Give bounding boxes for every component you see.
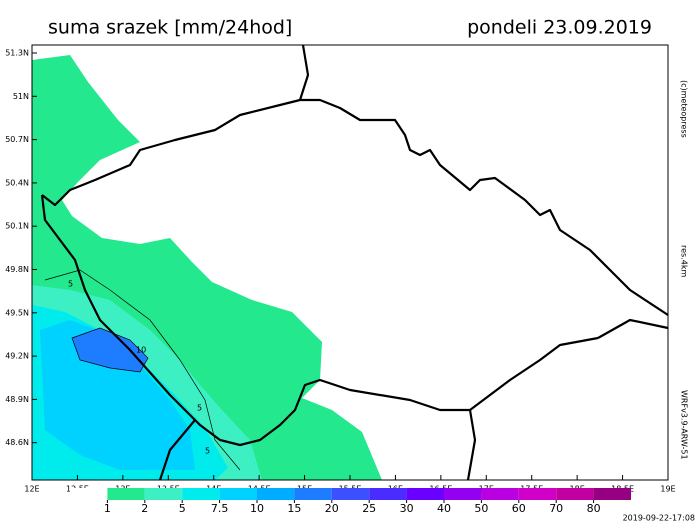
colorbar-label: 7.5: [211, 502, 229, 515]
copyright: (c)meteopress: [680, 80, 689, 138]
y-tick-label: 48.9N: [5, 395, 29, 404]
colorbar-box: [144, 488, 183, 500]
colorbar-box: [219, 488, 257, 500]
colorbar-label: 1: [104, 502, 111, 515]
colorbar-box: [444, 488, 482, 500]
colorbar-label: 15: [287, 502, 301, 515]
contour-labels: 5 10 5 5: [68, 280, 210, 456]
timestamp: 2019-09-22-17:08: [623, 514, 695, 523]
y-tick-label: 50.7N: [5, 135, 29, 144]
country-border: [40, 194, 599, 447]
contour-label: 10: [136, 346, 146, 355]
country-border: [298, 44, 310, 101]
colorbar-box: [481, 488, 519, 500]
y-axis: 51.3N 51N 50.7N 50.4N 50.1N 49.8N 49.5N 49.2N 48…: [5, 49, 37, 447]
contour-line: [44, 269, 241, 471]
y-tick-label: 48.6N: [5, 438, 29, 447]
resolution: res.4km: [680, 245, 689, 277]
colorbar-box: [70, 488, 108, 500]
contour-label: 5: [68, 280, 73, 289]
colorbar-label: 5: [179, 502, 186, 515]
colorbar-label: 80: [587, 502, 601, 515]
y-tick-label: 49.8N: [5, 265, 29, 274]
map-date: pondeli 23.09.2019: [467, 17, 652, 39]
colorbar-label: 25: [362, 502, 376, 515]
colorbar-box: [593, 488, 631, 500]
x-tick-label: 12E: [24, 485, 39, 494]
contour-label: 5: [205, 447, 210, 456]
colorbar-box: [182, 488, 220, 500]
colorbar-label: 50: [474, 502, 488, 515]
y-tick-label: 50.1N: [5, 222, 29, 231]
y-tick-label: 50.4N: [5, 178, 29, 187]
colorbar-box: [369, 488, 407, 500]
colorbar-box: [294, 488, 332, 500]
colorbar-label: 10: [250, 502, 264, 515]
colorbar-label: 60: [512, 502, 526, 515]
colorbar-box: [331, 488, 370, 500]
country-border: [41, 98, 669, 316]
contour-label: 5: [197, 404, 202, 413]
colorbar-label: 20: [325, 502, 339, 515]
precip-fields: [32, 55, 382, 480]
x-tick-label: 19E: [660, 485, 675, 494]
colorbar: 1 2 5 7.5 10 15 20 25 30 40 50 60 70 80: [70, 488, 631, 515]
colorbar-box: [257, 488, 295, 500]
colorbar-box: [107, 488, 145, 500]
precip-field-5: [72, 328, 148, 372]
model-name: WRFv3.9-ARW-51: [680, 390, 689, 460]
country-border: [597, 318, 669, 339]
y-tick-label: 49.5N: [5, 308, 29, 317]
colorbar-box: [518, 488, 557, 500]
colorbar-label: 70: [549, 502, 563, 515]
country-border: [158, 419, 196, 481]
colorbar-box: [556, 488, 594, 500]
y-tick-label: 49.2N: [5, 352, 29, 361]
colorbar-box: [406, 488, 444, 500]
colorbar-label: 2: [141, 502, 148, 515]
colorbar-label: 30: [400, 502, 414, 515]
y-tick-label: 51N: [13, 92, 29, 101]
borders: [40, 44, 669, 481]
colorbar-label: 40: [437, 502, 451, 515]
country-border: [466, 409, 477, 481]
map-title: suma srazek [mm/24hod]: [48, 17, 292, 39]
y-tick-label: 51.3N: [5, 49, 29, 58]
